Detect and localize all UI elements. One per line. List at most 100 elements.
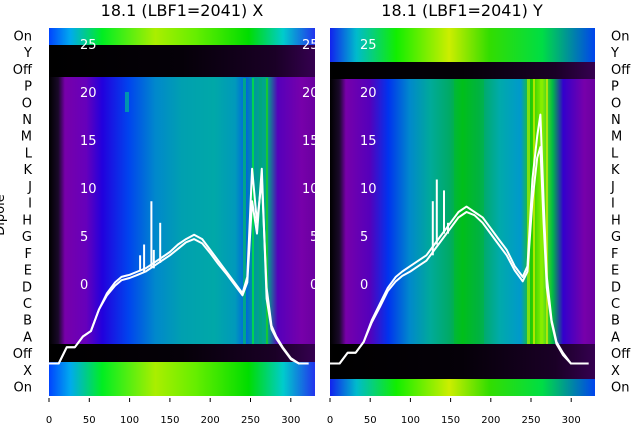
dipole-label: D bbox=[611, 280, 621, 295]
dipole-label: Y bbox=[610, 46, 619, 61]
dipole-label: Off bbox=[611, 347, 631, 362]
ytick: 5 bbox=[360, 230, 368, 245]
dipole-label: O bbox=[611, 96, 621, 111]
band-top-bright-y bbox=[330, 28, 595, 62]
band-bottom-bright-y bbox=[330, 379, 595, 396]
heatmap-body-y bbox=[330, 28, 595, 396]
dipole-label: A bbox=[611, 331, 620, 346]
ytick: 0 bbox=[310, 278, 318, 293]
dipole-label: N bbox=[22, 113, 32, 128]
ytick: 5 bbox=[310, 230, 318, 245]
line-series-x bbox=[49, 167, 309, 365]
dipole-label: B bbox=[23, 314, 32, 329]
dipole-label: On bbox=[14, 29, 32, 44]
ytick: 15 bbox=[302, 134, 319, 149]
ytick: 15 bbox=[80, 134, 97, 149]
dipole-label: E bbox=[24, 264, 32, 279]
xtick: 200 bbox=[481, 415, 500, 426]
xtick: 100 bbox=[120, 415, 139, 426]
dipole-label: P bbox=[611, 80, 619, 95]
xtick: 0 bbox=[46, 415, 52, 426]
dipole-label: K bbox=[611, 163, 620, 178]
ytick: 25 bbox=[302, 38, 319, 53]
dipole-label: Off bbox=[611, 63, 631, 78]
ytick: 10 bbox=[302, 182, 319, 197]
dipole-label: M bbox=[21, 130, 32, 145]
panel-y: 18.1 (LBF1=2041) Y 0 50 100 150 200 250 … bbox=[327, 1, 631, 426]
axis-x-ticks: 0 50 100 150 200 250 300 bbox=[46, 398, 300, 426]
axis-y-ticks-y: 0 5 10 15 20 25 bbox=[360, 38, 377, 293]
dipole-label: C bbox=[611, 297, 620, 312]
dipole-label: X bbox=[611, 364, 620, 379]
panel-x-title: 18.1 (LBF1=2041) X bbox=[101, 1, 264, 20]
band-mid-dark-x bbox=[49, 344, 315, 362]
dipole-label: M bbox=[611, 130, 622, 145]
xtick: 50 bbox=[364, 415, 377, 426]
ytick: 20 bbox=[80, 86, 97, 101]
y-axis-label: Dipole bbox=[0, 194, 8, 235]
dipole-label: I bbox=[28, 197, 32, 212]
dipole-label: H bbox=[611, 213, 621, 228]
ytick: 15 bbox=[360, 134, 377, 149]
xtick: 150 bbox=[441, 415, 460, 426]
xtick: 250 bbox=[241, 415, 260, 426]
band-top-dark-x bbox=[49, 45, 315, 77]
dipole-label: Y bbox=[23, 46, 32, 61]
ytick: 0 bbox=[360, 278, 368, 293]
heatmap-body-x bbox=[49, 28, 315, 396]
dipole-label: O bbox=[22, 96, 32, 111]
xtick: 250 bbox=[521, 415, 540, 426]
panel-y-title: 18.1 (LBF1=2041) Y bbox=[381, 1, 543, 20]
dipole-label: D bbox=[22, 280, 32, 295]
dipole-label: J bbox=[27, 180, 32, 195]
xtick: 300 bbox=[281, 415, 300, 426]
dipole-label: I bbox=[611, 197, 615, 212]
xtick: 200 bbox=[201, 415, 220, 426]
xtick: 0 bbox=[327, 415, 333, 426]
dipole-label: L bbox=[611, 147, 619, 162]
axis-y-ticks-x-right: 0 5 10 15 20 25 bbox=[302, 38, 319, 293]
series-line-1 bbox=[49, 167, 309, 365]
dipole-label: G bbox=[611, 230, 621, 245]
dipole-label: On bbox=[14, 381, 32, 396]
ytick: 10 bbox=[360, 182, 377, 197]
dipole-label: K bbox=[23, 163, 32, 178]
line-series-y bbox=[330, 113, 589, 365]
ytick: 20 bbox=[360, 86, 377, 101]
dipole-label: C bbox=[23, 297, 32, 312]
dipole-label: J bbox=[610, 180, 615, 195]
series-line-1 bbox=[330, 146, 589, 365]
band-mid-dark-y bbox=[330, 344, 595, 379]
dipole-label: E bbox=[611, 264, 619, 279]
xtick: 50 bbox=[83, 415, 96, 426]
dipole-label: F bbox=[611, 247, 618, 262]
dipole-label: Off bbox=[13, 347, 33, 362]
band-top-dark-y bbox=[330, 62, 595, 79]
dipole-label: F bbox=[25, 247, 32, 262]
dipole-label: Off bbox=[13, 63, 33, 78]
band-bottom-bright-x bbox=[49, 362, 315, 396]
dipole-label: X bbox=[23, 364, 32, 379]
dipole-label: G bbox=[22, 230, 32, 245]
axis-x-ticks-y: 0 50 100 150 200 250 300 bbox=[327, 398, 581, 426]
dipole-label: A bbox=[23, 331, 32, 346]
xtick: 100 bbox=[401, 415, 420, 426]
axis-y-ticks-x: 0 5 10 15 20 25 bbox=[80, 38, 97, 293]
xtick: 150 bbox=[160, 415, 179, 426]
dipole-label: On bbox=[611, 29, 629, 44]
dipole-label: L bbox=[25, 147, 33, 162]
dipole-label: P bbox=[24, 80, 32, 95]
ytick: 20 bbox=[302, 86, 319, 101]
xtick: 300 bbox=[562, 415, 581, 426]
dipole-label: B bbox=[611, 314, 620, 329]
ytick: 5 bbox=[80, 230, 88, 245]
ytick: 25 bbox=[80, 38, 97, 53]
ytick: 10 bbox=[80, 182, 97, 197]
dipole-label: H bbox=[22, 213, 32, 228]
dipole-label: N bbox=[611, 113, 621, 128]
panel-x: 18.1 (LBF1=2041) X 0 50 100 150 200 250 … bbox=[0, 1, 319, 426]
band-top-bright-x bbox=[49, 28, 315, 45]
